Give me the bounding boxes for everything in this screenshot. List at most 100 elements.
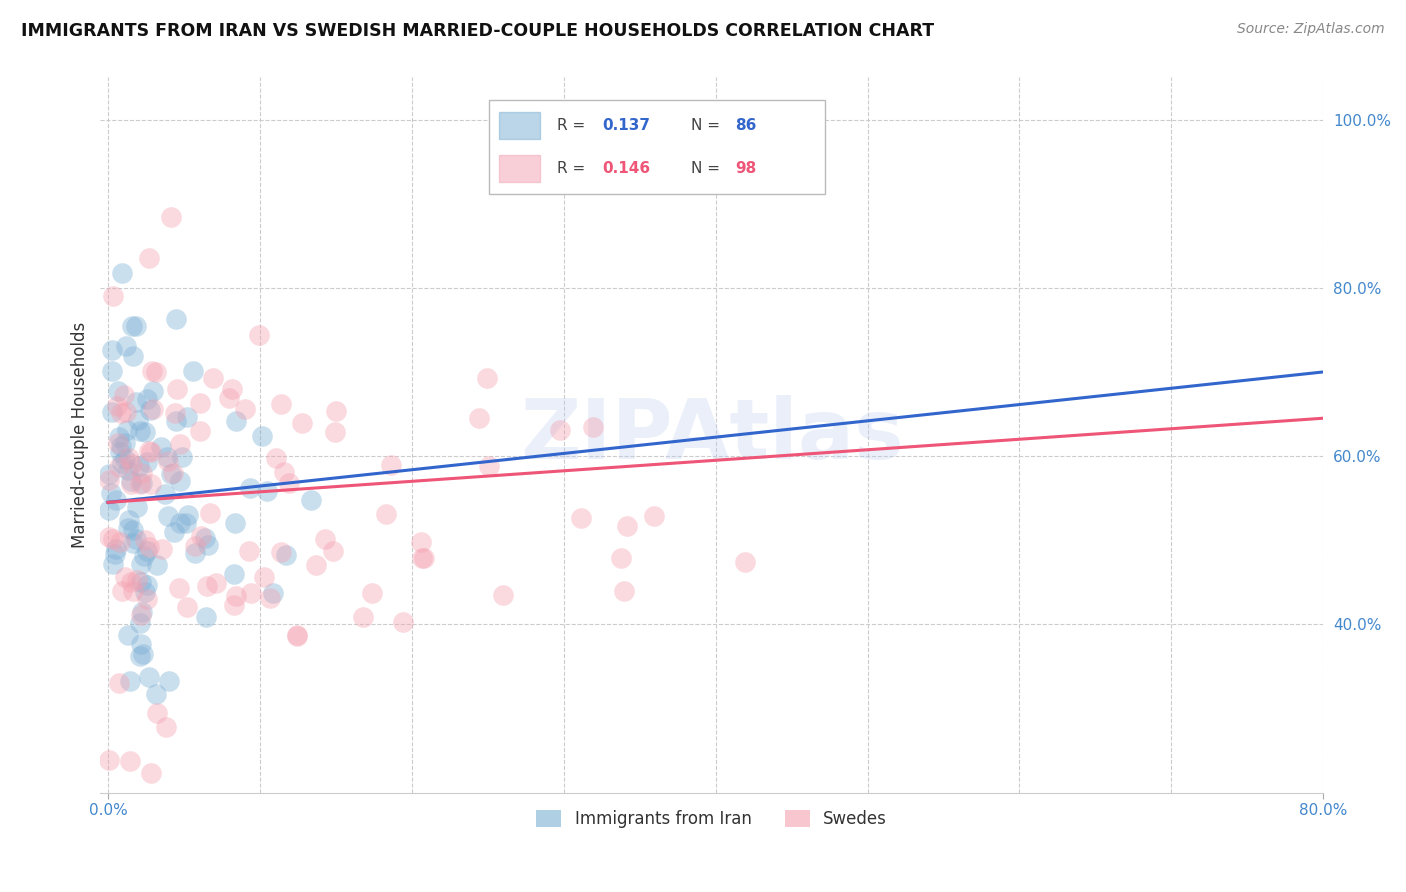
Point bbox=[125, 395, 148, 409]
Y-axis label: Married-couple Households: Married-couple Households bbox=[72, 322, 89, 549]
Text: Source: ZipAtlas.com: Source: ZipAtlas.com bbox=[1237, 22, 1385, 37]
Point bbox=[127, 413, 149, 427]
Point bbox=[305, 558, 328, 572]
Point bbox=[224, 516, 246, 531]
Point bbox=[111, 583, 134, 598]
Point bbox=[162, 467, 184, 481]
Point bbox=[136, 454, 159, 468]
Point bbox=[170, 450, 193, 464]
Point bbox=[218, 391, 240, 405]
Point bbox=[129, 574, 152, 589]
Point bbox=[352, 609, 374, 624]
Point bbox=[270, 397, 292, 411]
Point bbox=[156, 450, 179, 464]
Point bbox=[125, 532, 148, 546]
Point bbox=[131, 466, 153, 480]
Point bbox=[169, 475, 191, 489]
Point bbox=[127, 573, 149, 587]
Point bbox=[105, 399, 128, 413]
Point bbox=[409, 534, 432, 549]
Point bbox=[108, 445, 131, 459]
Point bbox=[325, 404, 347, 418]
Point bbox=[111, 456, 134, 470]
Point bbox=[273, 465, 295, 479]
Point bbox=[225, 414, 247, 428]
Point bbox=[129, 477, 152, 491]
Point bbox=[107, 460, 129, 475]
Point bbox=[121, 349, 143, 363]
Point bbox=[107, 435, 129, 450]
Point bbox=[101, 557, 124, 571]
Point bbox=[176, 410, 198, 425]
Point bbox=[201, 371, 224, 385]
Point bbox=[141, 364, 163, 378]
Point bbox=[108, 535, 131, 549]
Point bbox=[205, 575, 228, 590]
Point bbox=[118, 451, 141, 466]
Point bbox=[153, 487, 176, 501]
Point bbox=[132, 549, 155, 563]
Point bbox=[107, 384, 129, 398]
Point bbox=[136, 578, 159, 592]
Point bbox=[108, 676, 131, 690]
Point bbox=[138, 540, 160, 554]
Point bbox=[98, 474, 121, 488]
Point bbox=[125, 319, 148, 334]
Point bbox=[411, 551, 433, 566]
Point bbox=[181, 364, 204, 378]
Point bbox=[131, 475, 153, 490]
Point bbox=[139, 403, 162, 417]
Point bbox=[100, 364, 122, 378]
Point bbox=[643, 508, 665, 523]
Point bbox=[129, 616, 152, 631]
Point bbox=[150, 542, 173, 557]
Point bbox=[299, 493, 322, 508]
Point bbox=[136, 392, 159, 406]
Point bbox=[115, 339, 138, 353]
Point bbox=[129, 558, 152, 572]
Point bbox=[134, 584, 156, 599]
Point bbox=[392, 615, 415, 629]
Point bbox=[98, 503, 121, 517]
Point bbox=[117, 521, 139, 535]
Point bbox=[139, 765, 162, 780]
Point bbox=[111, 266, 134, 280]
Point bbox=[176, 599, 198, 614]
Point bbox=[145, 365, 167, 379]
Point bbox=[131, 638, 153, 652]
Point bbox=[107, 430, 129, 444]
Point bbox=[104, 542, 127, 557]
Point bbox=[734, 555, 756, 569]
Point bbox=[120, 674, 142, 689]
Point bbox=[101, 289, 124, 303]
Point bbox=[134, 533, 156, 547]
Point bbox=[195, 579, 218, 593]
Point bbox=[222, 598, 245, 612]
Point bbox=[222, 567, 245, 582]
Point bbox=[98, 530, 121, 544]
Point bbox=[609, 551, 631, 566]
Point bbox=[134, 425, 156, 440]
Point bbox=[132, 647, 155, 661]
Point bbox=[120, 476, 142, 491]
Point bbox=[190, 529, 212, 543]
Point bbox=[165, 406, 187, 420]
Point bbox=[118, 513, 141, 527]
Point bbox=[167, 581, 190, 595]
Text: IMMIGRANTS FROM IRAN VS SWEDISH MARRIED-COUPLE HOUSEHOLDS CORRELATION CHART: IMMIGRANTS FROM IRAN VS SWEDISH MARRIED-… bbox=[21, 22, 934, 40]
Point bbox=[569, 511, 592, 525]
Point bbox=[169, 516, 191, 530]
Point bbox=[127, 500, 149, 514]
Point bbox=[150, 440, 173, 454]
Point bbox=[259, 591, 281, 606]
Point bbox=[169, 437, 191, 451]
Point bbox=[256, 483, 278, 498]
Point bbox=[114, 570, 136, 584]
Point bbox=[550, 423, 572, 437]
Point bbox=[104, 547, 127, 561]
Point bbox=[323, 425, 346, 439]
Point bbox=[322, 544, 344, 558]
Point bbox=[145, 687, 167, 701]
Point bbox=[166, 382, 188, 396]
Point bbox=[160, 467, 183, 482]
